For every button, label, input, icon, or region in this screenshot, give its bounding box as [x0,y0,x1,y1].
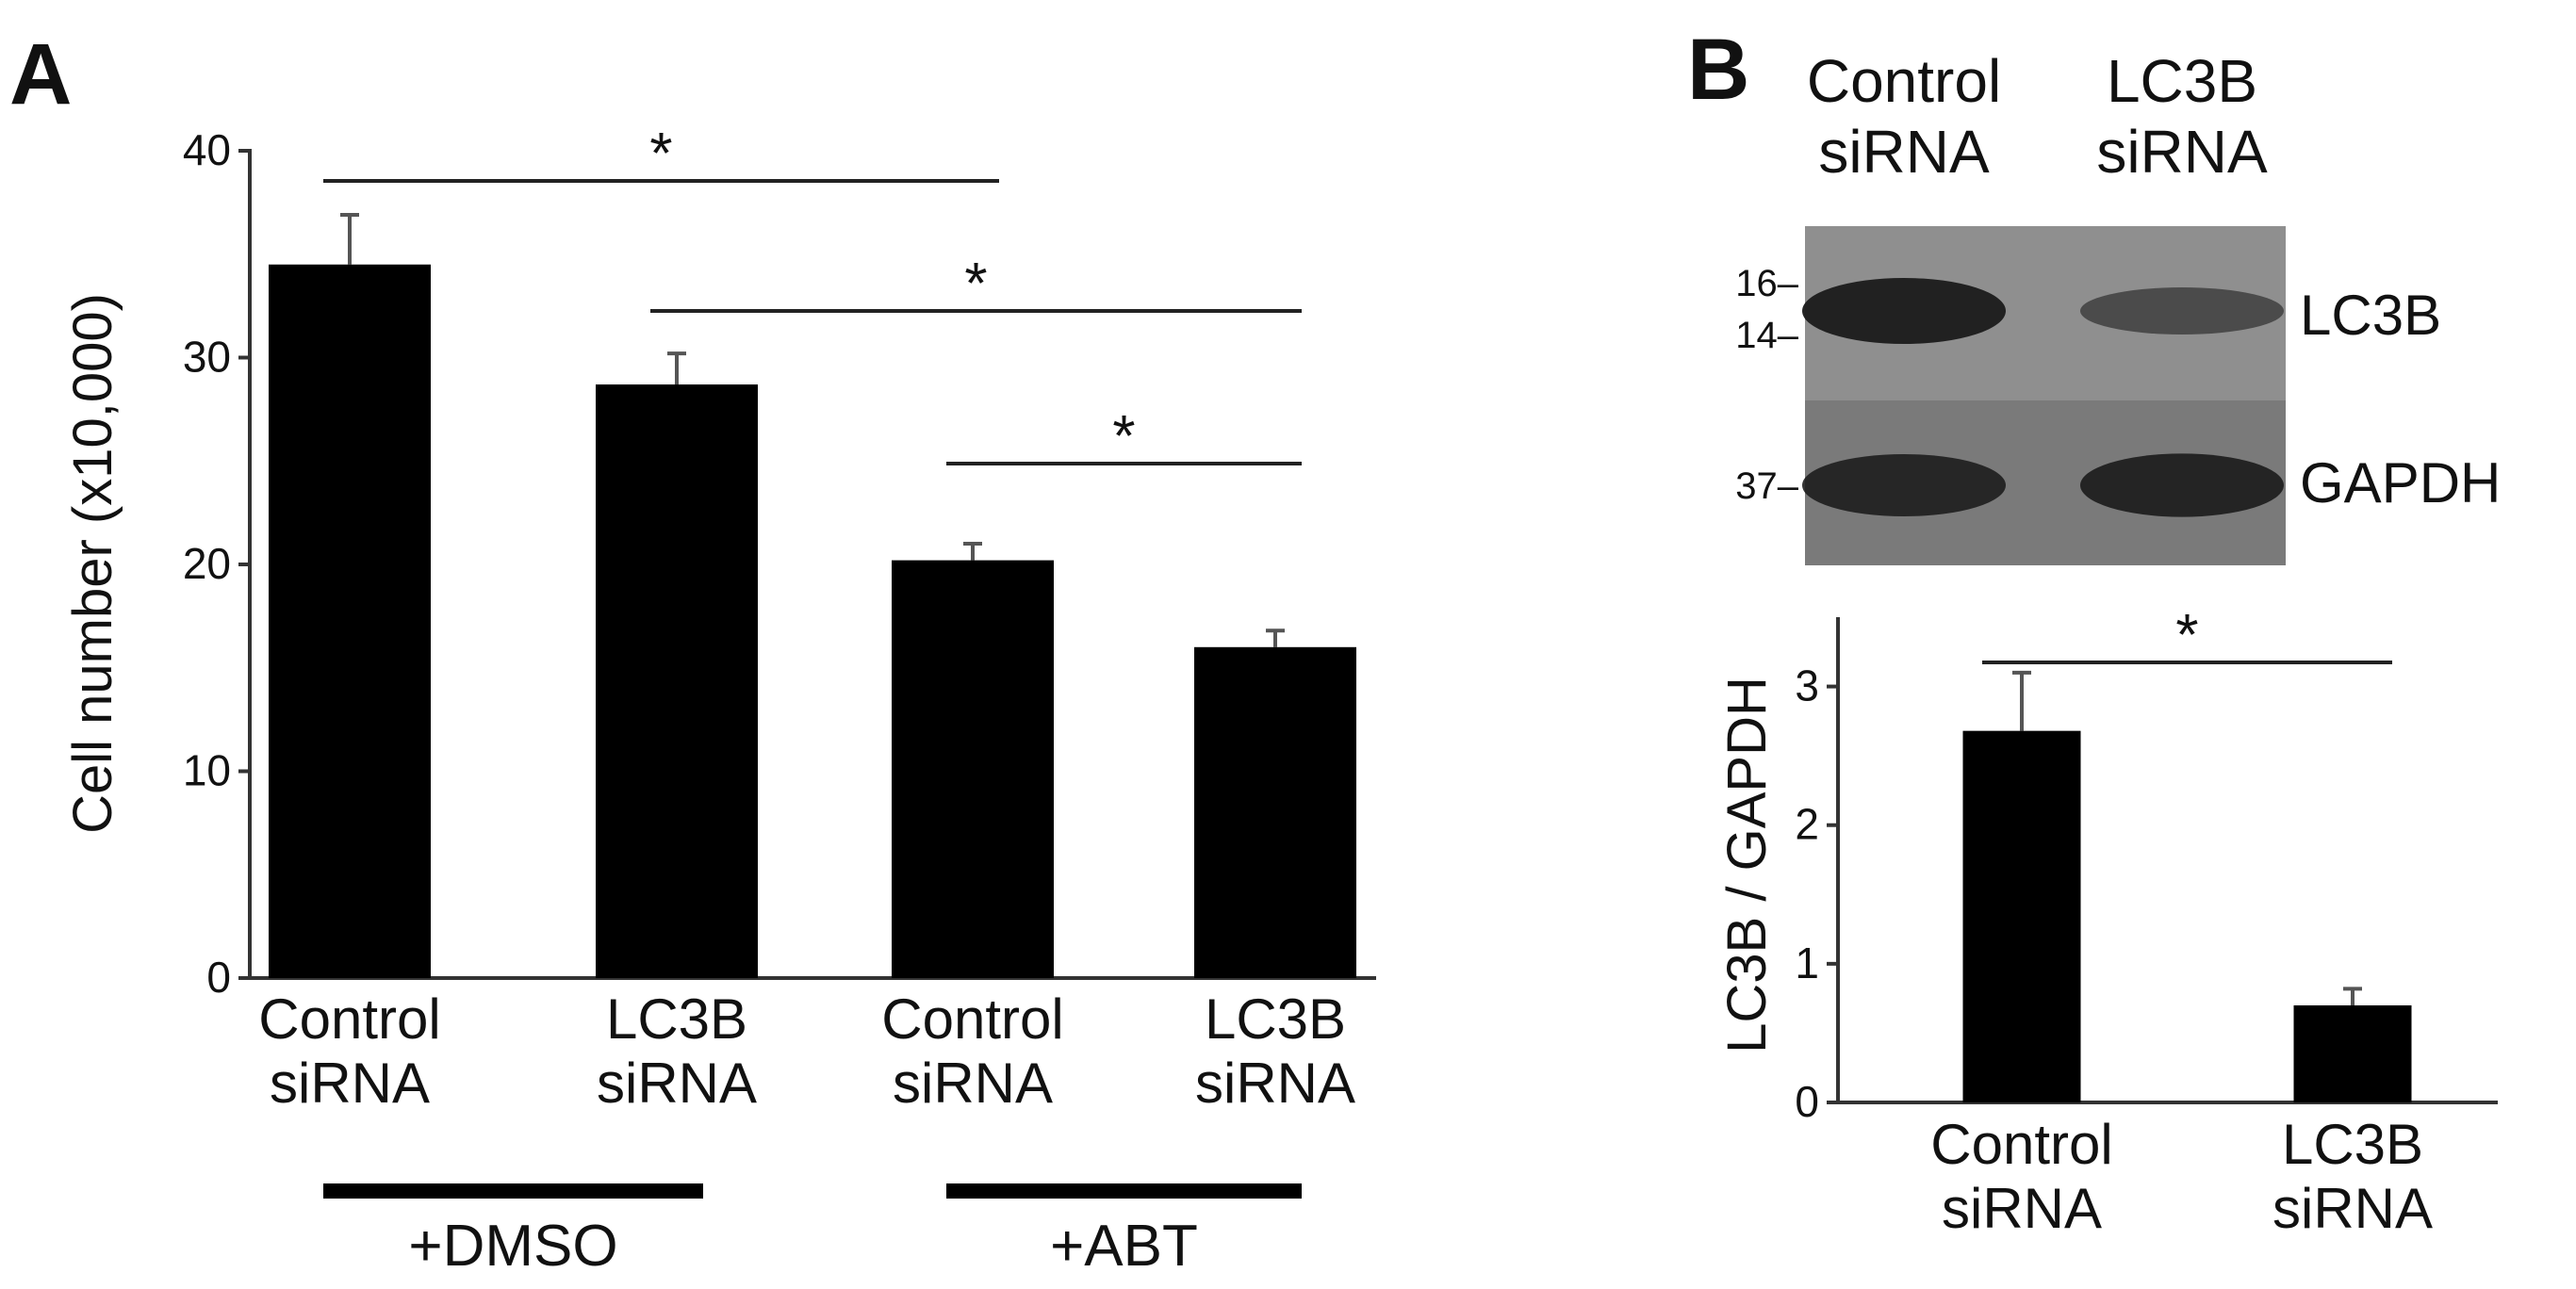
b-y-tick-label: 2 [1795,800,1819,849]
a-significance-star: * [964,252,987,317]
a-x-tick-label: siRNA [1195,1052,1355,1115]
panel-label-b: B [1687,22,1749,118]
blot-lane-label: siRNA [1818,118,1990,186]
a-group-label: +ABT [1050,1214,1198,1279]
blot-row-label-lc3b: LC3B [2300,284,2441,347]
blot-band [1802,278,2006,344]
blot-band [2080,287,2284,334]
blot-lane-label: siRNA [2096,118,2268,186]
a-bar [892,560,1054,978]
chart-a: Cell number (x10,000) 0 10 20 30 40 * * * Cont… [62,122,1376,1279]
b-significance-star: * [2175,603,2198,668]
b-x-tick-label: Control [1930,1113,2112,1176]
a-group-label: +DMSO [408,1214,617,1279]
blot-band [1802,454,2006,516]
b-y-tick-label: 0 [1795,1077,1819,1126]
a-x-tick-label: siRNA [270,1052,430,1115]
blot-row-label-gapdh: GAPDH [2300,451,2501,514]
a-y-tick-label: 20 [183,539,231,588]
a-significance-star: * [1112,404,1135,469]
b-x-tick-label: LC3B [2282,1113,2423,1176]
a-y-tick-label: 40 [183,125,231,174]
a-bar [269,264,431,979]
a-x-tick-label: LC3B [1205,987,1346,1051]
a-significance-star: * [649,122,672,187]
b-y-tick-label: 3 [1795,661,1819,710]
a-y-tick-label: 10 [183,746,231,795]
blot-lane-label: Control [1807,47,2001,115]
panel-label-a: A [9,26,72,122]
a-x-tick-label: siRNA [597,1052,757,1115]
a-bar [596,384,758,978]
blot-marker-label: 37– [1735,465,1798,507]
a-y-tick-label: 30 [183,333,231,382]
a-bar [1194,646,1356,978]
b-bar [2293,1005,2412,1102]
a-x-tick-label: Control [881,987,1063,1051]
blot-lane-label: LC3B [2107,47,2257,115]
a-x-tick-label: Control [258,987,440,1051]
b-x-tick-label: siRNA [1942,1177,2102,1240]
chart-a-y-axis-label: Cell number (x10,000) [62,293,123,834]
a-y-tick-label: 0 [206,953,231,1002]
b-y-tick-label: 1 [1795,938,1819,987]
a-group-bar [946,1183,1302,1199]
a-x-tick-label: LC3B [606,987,747,1051]
a-group-bar [323,1183,703,1199]
b-bar [1962,730,2081,1102]
blot-marker-label: 16– [1735,263,1798,304]
a-x-tick-label: siRNA [893,1052,1053,1115]
chart-b-y-axis-label: LC3B / GAPDH [1716,677,1778,1053]
blot-band [2080,453,2284,517]
b-x-tick-label: siRNA [2272,1177,2433,1240]
blot-marker-label: 14– [1735,315,1798,356]
